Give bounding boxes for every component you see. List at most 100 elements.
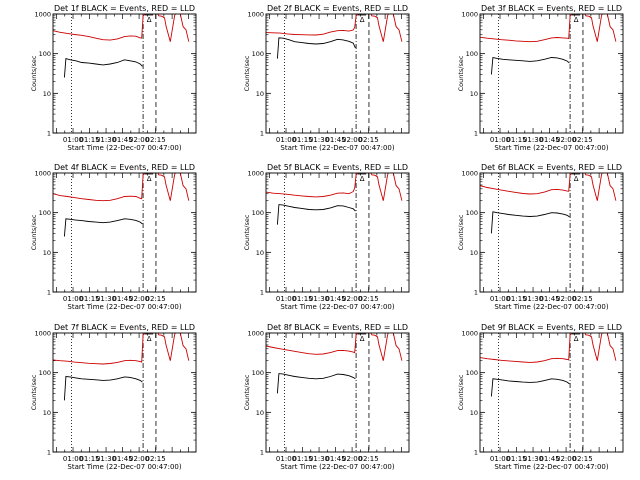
panel-9: Det 9f BLACK = Events, RED = LLD 1 10 100 10…: [457, 323, 624, 471]
x-tick-label: 02:00: [556, 295, 576, 303]
y-tick-label: 100: [39, 50, 51, 58]
x-tick-label: 01:15: [79, 455, 99, 463]
panel-title: Det 1f BLACK = Events, RED = LLD: [54, 4, 195, 13]
y-tick-label: 10: [470, 90, 478, 98]
y-tick-label: 1: [47, 130, 51, 138]
x-tick-label: 01:30: [96, 455, 116, 463]
x-tick-label: 01:30: [309, 455, 329, 463]
x-tick-label: 02:15: [359, 295, 379, 303]
y-tick-label: 10: [43, 90, 51, 98]
x-tick-label: 02:15: [146, 455, 166, 463]
y-tick-label: 1: [260, 449, 264, 457]
y-tick-label: 1000: [34, 330, 51, 338]
y-tick-label: 1: [474, 289, 478, 297]
panel-7: Det 7f BLACK = Events, RED = LLD 1 10 100 10…: [30, 323, 197, 471]
y-tick-label: 10: [470, 249, 478, 257]
events-series-line: [490, 56, 570, 75]
x-tick-label: 02:00: [129, 455, 149, 463]
panel-5: Det 5f BLACK = Events, RED = LLD 1 10 100 10…: [243, 163, 410, 311]
y-axis-label: Counts/sec: [243, 55, 251, 91]
panel-1: Det 1f BLACK = Events, RED = LLD 1 10 100 10…: [30, 4, 197, 152]
x-tick-label: 02:00: [556, 455, 576, 463]
events-series-line: [276, 37, 356, 59]
lld-series-line: [53, 173, 190, 202]
y-axis-label: Counts/sec: [30, 214, 38, 250]
x-tick-label: 01:00: [490, 295, 510, 303]
x-tick-label: 01:00: [490, 136, 510, 144]
x-axis-label: Start Time (22-Dec-07 00:47:00): [494, 144, 608, 152]
flag-marker: Δ: [360, 175, 365, 183]
flag-marker: Δ: [147, 16, 152, 24]
flag-marker: Δ: [574, 335, 579, 343]
plot-frame: [265, 13, 410, 134]
x-axis-label: Start Time (22-Dec-07 00:47:00): [67, 144, 181, 152]
y-tick-label: 1000: [247, 330, 264, 338]
plot-frame: [265, 172, 410, 293]
x-tick-label: 02:15: [573, 455, 593, 463]
y-axis-label: Counts/sec: [30, 374, 38, 410]
y-axis-label: Counts/sec: [457, 214, 465, 250]
y-tick-label: 1: [47, 449, 51, 457]
y-tick-label: 1000: [247, 170, 264, 178]
events-series-line: [63, 218, 143, 237]
panel-title: Det 7f BLACK = Events, RED = LLD: [54, 323, 195, 332]
panel-3: Det 3f BLACK = Events, RED = LLD 1 10 100 10…: [457, 4, 624, 152]
y-axis-label: Counts/sec: [243, 374, 251, 410]
x-tick-label: 02:00: [129, 136, 149, 144]
y-tick-label: 100: [252, 369, 264, 377]
lld-series-line: [480, 14, 617, 43]
x-tick-label: 01:30: [523, 295, 543, 303]
x-tick-label: 01:00: [276, 295, 296, 303]
lld-series-line: [53, 14, 190, 42]
x-tick-label: 02:00: [556, 136, 576, 144]
x-tick-label: 01:15: [79, 136, 99, 144]
x-tick-label: 01:30: [96, 295, 116, 303]
panel-title: Det 5f BLACK = Events, RED = LLD: [267, 163, 408, 172]
lld-series-line: [266, 333, 403, 361]
y-tick-label: 1000: [461, 170, 478, 178]
x-tick-label: 01:00: [490, 455, 510, 463]
x-tick-label: 02:15: [146, 295, 166, 303]
x-axis-label: Start Time (22-Dec-07 00:47:00): [494, 303, 608, 311]
events-series-line: [63, 58, 143, 78]
y-tick-label: 100: [252, 209, 264, 217]
y-tick-label: 1000: [34, 11, 51, 19]
x-axis-label: Start Time (22-Dec-07 00:47:00): [280, 303, 394, 311]
x-tick-label: 02:15: [359, 455, 379, 463]
y-axis-label: Counts/sec: [30, 55, 38, 91]
plot-frame: [52, 13, 197, 134]
x-tick-label: 02:00: [129, 295, 149, 303]
y-tick-label: 10: [470, 409, 478, 417]
plot-frame: [479, 13, 624, 134]
x-tick-label: 01:15: [506, 136, 526, 144]
y-tick-label: 1000: [247, 11, 264, 19]
y-tick-label: 100: [466, 209, 478, 217]
x-tick-label: 02:15: [573, 136, 593, 144]
panel-6: Det 6f BLACK = Events, RED = LLD 1 10 100 10…: [457, 163, 624, 311]
x-tick-label: 01:45: [325, 295, 345, 303]
y-tick-label: 10: [43, 409, 51, 417]
x-tick-label: 01:00: [63, 295, 83, 303]
flag-marker: Δ: [147, 175, 152, 183]
flag-marker: Δ: [147, 335, 152, 343]
flag-marker: Δ: [360, 335, 365, 343]
y-tick-label: 1: [260, 289, 264, 297]
x-tick-label: 01:45: [539, 136, 559, 144]
y-tick-label: 100: [39, 209, 51, 217]
lld-series-line: [53, 333, 190, 365]
panel-title: Det 4f BLACK = Events, RED = LLD: [54, 163, 195, 172]
x-tick-label: 01:30: [523, 136, 543, 144]
x-tick-label: 01:15: [506, 455, 526, 463]
flag-marker: Δ: [574, 175, 579, 183]
y-tick-label: 1000: [34, 170, 51, 178]
panel-2: Det 2f BLACK = Events, RED = LLD 1 10 100 10…: [243, 4, 410, 152]
x-tick-label: 01:00: [63, 136, 83, 144]
panel-title: Det 2f BLACK = Events, RED = LLD: [267, 4, 408, 13]
x-tick-label: 02:00: [342, 295, 362, 303]
x-tick-label: 01:45: [112, 136, 132, 144]
y-tick-label: 100: [466, 50, 478, 58]
y-tick-label: 10: [43, 249, 51, 257]
y-tick-label: 100: [252, 50, 264, 58]
x-tick-label: 02:15: [359, 136, 379, 144]
